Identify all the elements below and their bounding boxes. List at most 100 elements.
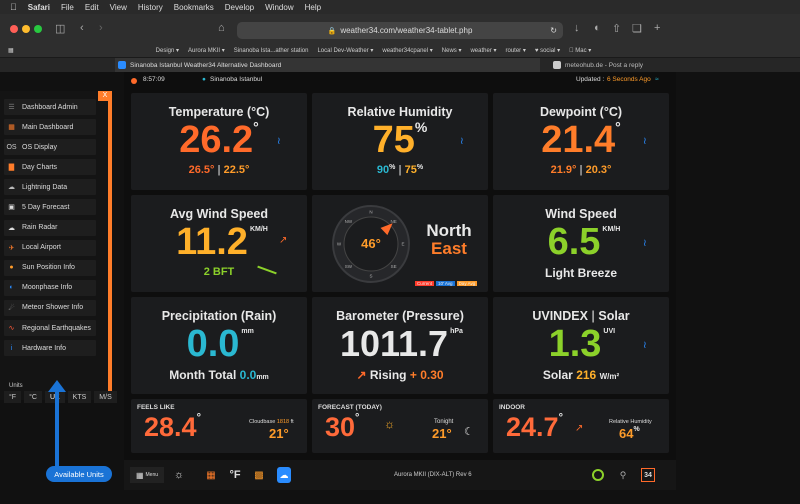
menu-history[interactable]: History: [131, 2, 163, 12]
menu-safari[interactable]: Safari: [21, 2, 50, 12]
cloud-icon[interactable]: ☁: [277, 467, 291, 483]
units-toggle-button[interactable]: °F: [229, 469, 241, 481]
menu-help[interactable]: Help: [297, 2, 321, 12]
tonight-temp: 21°: [432, 426, 452, 441]
menu-edit[interactable]: Edit: [78, 2, 99, 12]
temperature-card[interactable]: Temperature (°C) 26.2° ≀ 26.5° | 22.5°: [131, 93, 307, 190]
new-tab-icon[interactable]: +: [654, 22, 661, 34]
dewpoint-high: 21.9°: [550, 164, 577, 176]
sidebar-item-sun-position-info[interactable]: ● Sun Position Info: [4, 259, 96, 276]
reload-icon[interactable]: ↻: [550, 26, 557, 35]
uv-solar-card[interactable]: UVINDEX | Solar 1.3 UVI ≀ Solar 216 W/m²: [493, 297, 669, 394]
cloud-icon: ☁: [8, 224, 15, 232]
unit: W/m²: [599, 372, 620, 381]
sidebar-item-lightning-data[interactable]: ☁ Lightning Data: [4, 179, 96, 196]
unit-fahrenheit[interactable]: °F: [4, 391, 22, 403]
bookmark-router[interactable]: router ▾: [505, 48, 526, 54]
back-icon[interactable]: ‹: [80, 22, 84, 34]
bookmark-mac[interactable]:  Mac ▾: [569, 48, 591, 54]
bookmarks-bar: ▦ Design ▾ Aurora MKII ▾ Sinanoba Ista..…: [0, 44, 800, 58]
bookmark-weather[interactable]: weather ▾: [470, 48, 497, 54]
sidebar-item-hardware-info[interactable]: i Hardware Info: [4, 340, 96, 357]
feels-like-card[interactable]: FEELS LIKE 28.4° Cloudbase 1818 ft 21°: [131, 399, 307, 453]
sensor-icon[interactable]: ⚲: [619, 469, 627, 480]
sidebar-item-dashboard-admin[interactable]: ☰ Dashboard Admin: [4, 99, 96, 115]
menu-develop[interactable]: Develop: [218, 2, 254, 12]
tabs-overview-icon[interactable]: ❏: [632, 23, 642, 35]
sidebar-item-label: Lightning Data: [22, 183, 68, 191]
unit-metres-per-second[interactable]: M/S: [94, 391, 117, 403]
sidebar-item-os-display[interactable]: OS OS Display: [4, 139, 96, 156]
sidebar-item-moonphase-info[interactable]: ◐ Moonphase Info: [4, 279, 96, 296]
menu-grid-icon: ▦: [135, 470, 144, 480]
apple-menu-icon[interactable]: : [10, 2, 17, 12]
bookmarks-grid-icon[interactable]: ▦: [8, 48, 14, 54]
grid-icon[interactable]: ▦: [206, 469, 216, 481]
bookmark-cpanel[interactable]: weather34cpanel ▾: [382, 48, 433, 54]
unit-uk[interactable]: UK: [44, 391, 65, 403]
indoor-card[interactable]: INDOOR 24.7° ↗ Relative Humidity 64%: [493, 399, 669, 453]
sidebar-item-5-day-forecast[interactable]: ▣ 5 Day Forecast: [4, 199, 96, 216]
forward-icon[interactable]: ›: [99, 22, 103, 34]
rain-value: 0.0: [186, 323, 240, 365]
menu-button[interactable]: ▦ Menu: [130, 467, 164, 483]
menu-bookmarks[interactable]: Bookmarks: [167, 2, 214, 12]
theme-sun-icon[interactable]: ☼: [173, 469, 185, 481]
sidebar-item-main-dashboard[interactable]: ▦ Main Dashboard: [4, 119, 96, 136]
unit-knots[interactable]: KTS: [67, 391, 92, 403]
temperature-high: 26.5°: [188, 164, 215, 176]
station-name: Sinanoba Istanbul: [210, 76, 263, 83]
weather34-logo[interactable]: 34: [641, 468, 655, 482]
tab-strip: Sinanoba Istanbul Weather34 Alternative …: [0, 58, 800, 72]
close-menu-button[interactable]: X: [98, 91, 112, 101]
uv-trend-icon: ≀: [643, 340, 647, 351]
wind-speed-card[interactable]: Wind Speed 6.5 KM/H ≀ Light Breeze: [493, 195, 669, 292]
avg-wind-card[interactable]: Avg Wind Speed 11.2 KM/H ↗ 2 BFT: [131, 195, 307, 292]
chart-icon[interactable]: ▩: [254, 469, 264, 481]
precipitation-card[interactable]: Precipitation (Rain) 0.0 mm Month Total 0…: [131, 297, 307, 394]
tonight-label: Tonight: [434, 419, 454, 425]
sidebar-item-local-airport[interactable]: ✈ Local Airport: [4, 239, 96, 256]
address-bar[interactable]: 🔒 weather34.com/weather34-tablet.php ↻: [237, 22, 563, 39]
compass-legend: Current 10' Avg Day Avg: [415, 281, 478, 286]
bookmark-social[interactable]: ♥ social ▾: [534, 48, 561, 54]
forecast-card[interactable]: FORECAST (TODAY) 30° ☼ Tonight 21° ☾: [312, 399, 488, 453]
tab-title: Sinanoba Istanbul Weather34 Alternative …: [130, 61, 282, 69]
wind-direction-card[interactable]: N NE E SE S SW W NW 46° North East Current 10' …: [312, 195, 488, 292]
bookmark-aurora[interactable]: Aurora MKII ▾: [188, 48, 225, 54]
refresh-icon[interactable]: [592, 469, 604, 481]
minimize-window-button[interactable]: [22, 25, 30, 33]
close-window-button[interactable]: [10, 25, 18, 33]
dewpoint-card[interactable]: Dewpoint (°C) 21.4° ≀ 21.9° | 20.3°: [493, 93, 669, 190]
zoom-window-button[interactable]: [34, 25, 42, 33]
pressure-value: 1011.7: [339, 323, 449, 364]
sidebar-toggle-icon[interactable]: ◫: [55, 23, 66, 35]
menu-window[interactable]: Window: [258, 2, 293, 12]
bookmark-local-dev[interactable]: Local Dev-Weather ▾: [317, 48, 374, 54]
bookmark-sinanoba[interactable]: Sinanoba Ista...ather station: [233, 47, 309, 54]
share-icon[interactable]: ⇧: [612, 23, 622, 35]
tab-weather34[interactable]: Sinanoba Istanbul Weather34 Alternative …: [115, 58, 540, 72]
available-units-callout: Available Units: [46, 466, 112, 482]
menu-view[interactable]: View: [102, 2, 127, 12]
sidebar-item-day-charts[interactable]: ▇ Day Charts: [4, 159, 96, 176]
bookmark-news[interactable]: News ▾: [441, 48, 462, 54]
home-icon[interactable]: ⌂: [218, 22, 225, 34]
barometer-card[interactable]: Barometer (Pressure) 1011.7 hPa ↗ Rising …: [312, 297, 488, 394]
download-icon[interactable]: ↓: [574, 22, 580, 34]
wind-description: Light Breeze: [544, 266, 617, 280]
humidity-card[interactable]: Relative Humidity 75% ≀ 90% | 75%: [312, 93, 488, 190]
beaufort-value: 2 BFT: [203, 266, 235, 278]
dewpoint-value: 21.4: [541, 119, 616, 161]
tab-meteohub[interactable]: meteohub.de - Post a reply: [550, 58, 800, 72]
bookmark-design[interactable]: Design ▾: [155, 48, 180, 54]
card-title: Avg Wind Speed: [169, 207, 269, 221]
unit-celsius[interactable]: °C: [24, 391, 42, 403]
weather34-favicon-icon: [118, 61, 126, 69]
compass-point-e: E: [401, 242, 404, 247]
menu-file[interactable]: File: [54, 2, 74, 12]
sidebar-item-meteor-shower-info[interactable]: ☄ Meteor Shower Info: [4, 299, 96, 316]
sidebar-item-regional-earthquakes[interactable]: ∿ Regional Earthquakes: [4, 320, 96, 337]
sidebar-item-rain-radar[interactable]: ☁ Rain Radar: [4, 219, 96, 236]
shield-icon[interactable]: ◐: [594, 22, 601, 34]
